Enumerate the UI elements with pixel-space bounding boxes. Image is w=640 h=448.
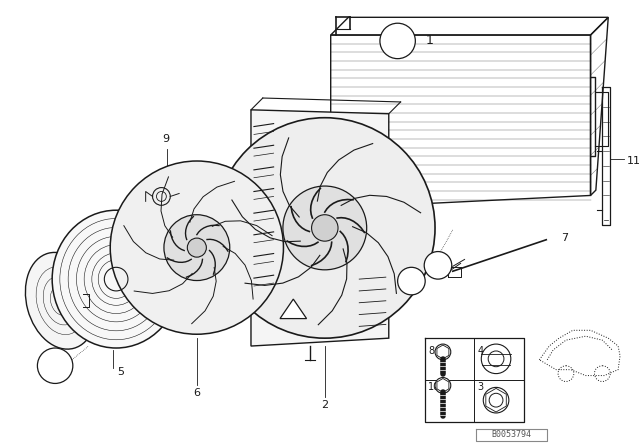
Circle shape [424, 252, 452, 279]
Circle shape [283, 186, 367, 270]
Circle shape [397, 267, 425, 295]
Circle shape [435, 344, 451, 360]
Ellipse shape [26, 252, 97, 349]
Text: 4: 4 [477, 346, 483, 356]
Text: 12: 12 [313, 309, 326, 319]
Text: 10: 10 [428, 383, 440, 392]
Circle shape [380, 23, 415, 59]
Circle shape [214, 118, 435, 338]
Circle shape [37, 348, 73, 383]
Text: B0053794: B0053794 [492, 430, 532, 439]
Text: 1: 1 [425, 34, 433, 47]
Circle shape [188, 238, 206, 257]
Polygon shape [280, 299, 307, 319]
Text: 6: 6 [193, 388, 200, 398]
Text: 9: 9 [162, 134, 169, 144]
Circle shape [110, 161, 284, 334]
Circle shape [481, 344, 511, 374]
Text: 11: 11 [627, 156, 640, 166]
Circle shape [164, 215, 230, 280]
Text: 8: 8 [428, 346, 435, 356]
Circle shape [483, 388, 509, 413]
Text: 7: 7 [561, 233, 568, 243]
Text: 2: 2 [321, 400, 328, 410]
Text: 3: 3 [408, 276, 415, 286]
Text: 3: 3 [477, 383, 483, 392]
Text: 5: 5 [118, 366, 125, 377]
Text: 8: 8 [394, 34, 402, 47]
Polygon shape [251, 110, 388, 346]
Text: 10: 10 [49, 361, 61, 371]
Text: !: ! [291, 308, 295, 317]
Ellipse shape [52, 210, 180, 348]
Circle shape [435, 378, 451, 393]
Circle shape [312, 215, 338, 241]
Text: 4: 4 [435, 260, 442, 270]
